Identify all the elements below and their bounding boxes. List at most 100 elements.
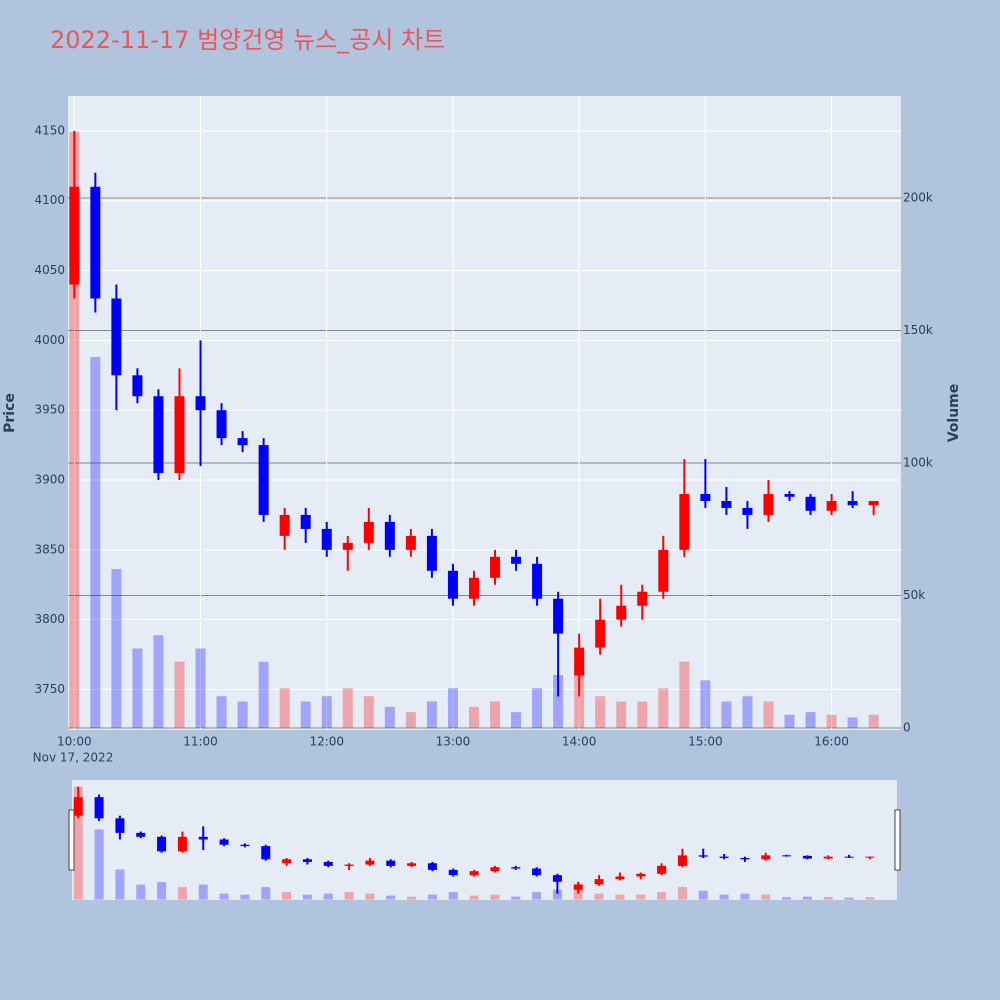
range-slider[interactable] — [72, 780, 897, 900]
candle-body — [552, 875, 562, 882]
volume-bar — [532, 892, 542, 900]
volume-bar — [637, 701, 648, 729]
volume-bar — [279, 688, 290, 729]
volume-bar — [323, 893, 333, 900]
volume-bar — [427, 894, 437, 900]
candle-body — [279, 514, 290, 536]
candle-body — [365, 860, 375, 865]
candle-body — [700, 493, 711, 501]
candle-body — [405, 535, 416, 550]
candle-body — [468, 577, 479, 599]
volume-bar — [157, 882, 167, 900]
candle-body — [153, 396, 164, 474]
volume-bar — [721, 701, 732, 729]
volume-bar — [407, 896, 417, 900]
x-tick-label: 11:00 — [183, 735, 218, 749]
volume-bar — [553, 675, 564, 729]
volume-bar — [532, 688, 543, 729]
candle-body — [844, 856, 854, 858]
candle-body — [826, 500, 837, 511]
candle-body — [763, 493, 774, 515]
volume-bar — [177, 887, 187, 900]
candle-body — [698, 855, 708, 857]
x-tick-label: 10:00 — [57, 735, 92, 749]
candle-body — [342, 542, 353, 550]
volume-bar — [111, 569, 122, 729]
volume-bar — [784, 714, 795, 729]
volume-bar — [511, 712, 522, 729]
candle-body — [157, 836, 167, 852]
candle-body — [719, 856, 729, 858]
candle-body — [847, 500, 858, 506]
y2-tick-label: 0 — [903, 721, 911, 735]
volume-bar — [240, 894, 250, 900]
y-tick-label: 3950 — [34, 403, 65, 417]
candle-body — [115, 818, 125, 833]
candle-body — [490, 556, 501, 578]
volume-bar — [153, 635, 164, 729]
candle-body — [73, 797, 83, 816]
volume-bar — [615, 894, 625, 900]
candle-body — [865, 856, 875, 858]
candle-body — [302, 859, 312, 862]
volume-bar — [490, 894, 500, 900]
candle-body — [323, 861, 333, 866]
volume-bar — [174, 661, 185, 729]
slider-handle[interactable] — [894, 809, 901, 871]
candle-body — [282, 859, 292, 864]
slider-handle[interactable] — [68, 809, 75, 871]
volume-bar — [742, 696, 753, 729]
candle-body — [573, 884, 583, 890]
x-tick-label: 15:00 — [688, 735, 723, 749]
volume-bar — [447, 688, 458, 729]
volume-bar — [365, 893, 375, 900]
volume-bar — [679, 661, 690, 729]
candle-body — [784, 493, 795, 497]
candle-body — [177, 836, 187, 852]
candle-body — [511, 556, 522, 564]
x-tick-label: 14:00 — [562, 735, 597, 749]
candle-body — [658, 549, 669, 592]
volume-bar — [490, 701, 501, 729]
candle-body — [90, 186, 101, 299]
candle-body — [384, 521, 395, 550]
volume-bar — [198, 884, 208, 900]
volume-bar — [237, 701, 248, 729]
volume-bar — [826, 714, 837, 729]
volume-bar — [219, 893, 229, 900]
candle-body — [615, 876, 625, 880]
candle-body — [805, 496, 816, 511]
candle-body — [426, 535, 437, 571]
volume-bar — [363, 696, 374, 729]
candle-body — [132, 375, 143, 397]
candle-body — [363, 521, 374, 543]
volume-bar — [802, 896, 812, 900]
volume-bar — [511, 896, 521, 900]
volume-bar — [384, 706, 395, 729]
volume-bar — [426, 701, 437, 729]
chart-title: 2022-11-17 범양건영 뉴스_공시 차트 — [50, 26, 445, 54]
candle-body — [823, 856, 833, 859]
candle-body — [761, 855, 771, 860]
candle-body — [195, 396, 206, 411]
volume-bar — [657, 892, 667, 900]
volume-bar — [782, 897, 792, 900]
candle-body — [636, 873, 646, 877]
candle-body — [94, 797, 104, 819]
candle-body — [447, 570, 458, 599]
volume-bar — [115, 869, 125, 900]
y-tick-label: 3800 — [34, 612, 65, 626]
y-tick-label: 4100 — [34, 193, 65, 207]
volume-bar — [719, 894, 729, 900]
candle-body — [511, 867, 521, 869]
x-tick-label: 12:00 — [309, 735, 344, 749]
volume-bar — [90, 357, 101, 729]
candle-body — [258, 445, 269, 515]
candle-body — [261, 846, 271, 860]
candle-body — [386, 860, 396, 866]
y-tick-label: 4050 — [34, 263, 65, 277]
volume-bar — [282, 892, 292, 900]
candle-body — [490, 867, 500, 872]
